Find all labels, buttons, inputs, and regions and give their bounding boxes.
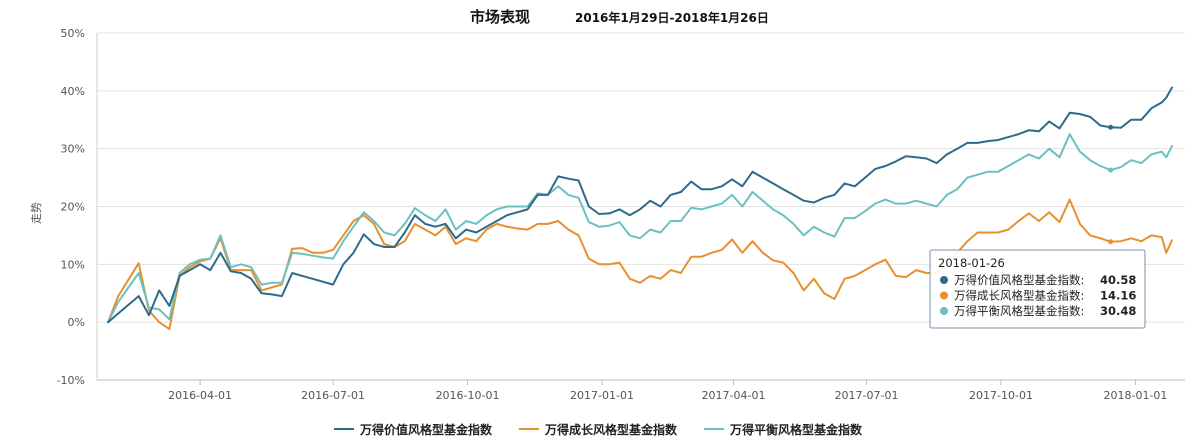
- tooltip-value: 40.58: [1100, 273, 1136, 287]
- chart-title: 市场表现: [470, 8, 530, 26]
- tooltip: 2018-01-26 万得价值风格型基金指数: 40.58 万得成长风格型基金指数: 1…: [929, 249, 1146, 329]
- tooltip-value: 30.48: [1100, 304, 1136, 318]
- y-tick-label: 10%: [61, 258, 85, 271]
- x-tick-label: 2017-10-01: [969, 389, 1033, 402]
- legend-label: 万得平衡风格型基金指数: [729, 422, 863, 437]
- y-tick-label: -10%: [57, 374, 85, 387]
- x-axis: 2016-04-01 2016-07-01 2016-10-01 2017-01-01…: [97, 379, 1185, 402]
- legend[interactable]: 万得价值风格型基金指数 万得成长风格型基金指数 万得平衡风格型基金指数: [334, 422, 863, 437]
- series-marker: [1108, 124, 1114, 130]
- tooltip-label: 万得平衡风格型基金指数:: [954, 304, 1084, 318]
- chart-title-group: 市场表现 2016年1月29日-2018年1月26日: [470, 8, 769, 26]
- series-layer: [107, 86, 1173, 331]
- series-line-2: [107, 133, 1173, 324]
- tooltip-label: 万得价值风格型基金指数:: [954, 273, 1084, 287]
- x-tick-label: 2016-04-01: [168, 389, 232, 402]
- tooltip-label: 万得成长风格型基金指数:: [954, 289, 1084, 303]
- x-tick-label: 2017-04-01: [702, 389, 766, 402]
- series-line-0: [107, 86, 1173, 324]
- chart-subtitle: 2016年1月29日-2018年1月26日: [575, 10, 769, 25]
- tooltip-swatch: [940, 276, 948, 284]
- legend-item-2[interactable]: 万得平衡风格型基金指数: [704, 422, 863, 437]
- y-axis: 50% 40% 30% 20% 10% 0% -10%: [57, 27, 98, 387]
- series-line-1: [107, 198, 1173, 331]
- legend-label: 万得价值风格型基金指数: [359, 422, 493, 437]
- x-tick-label: 2016-10-01: [436, 389, 500, 402]
- x-tick-label: 2016-07-01: [301, 389, 365, 402]
- y-tick-label: 50%: [61, 27, 85, 40]
- x-tick-label: 2018-01-01: [1103, 389, 1167, 402]
- tooltip-value: 14.16: [1100, 289, 1136, 303]
- series-marker: [1108, 167, 1114, 173]
- y-tick-label: 30%: [61, 143, 85, 156]
- tooltip-date: 2018-01-26: [938, 256, 1005, 270]
- y-axis-label: 走势: [30, 202, 43, 224]
- y-tick-label: 20%: [61, 201, 85, 214]
- tooltip-swatch: [940, 291, 948, 300]
- x-tick-label: 2017-07-01: [835, 389, 899, 402]
- x-tick-label: 2017-01-01: [570, 389, 634, 402]
- series-marker: [1108, 239, 1114, 245]
- legend-item-0[interactable]: 万得价值风格型基金指数: [334, 422, 493, 437]
- y-tick-label: 40%: [61, 85, 85, 98]
- tooltip-box: [929, 249, 1146, 329]
- legend-label: 万得成长风格型基金指数: [544, 422, 678, 437]
- legend-item-1[interactable]: 万得成长风格型基金指数: [519, 422, 678, 437]
- tooltip-swatch: [940, 307, 948, 315]
- y-tick-label: 0%: [68, 316, 85, 329]
